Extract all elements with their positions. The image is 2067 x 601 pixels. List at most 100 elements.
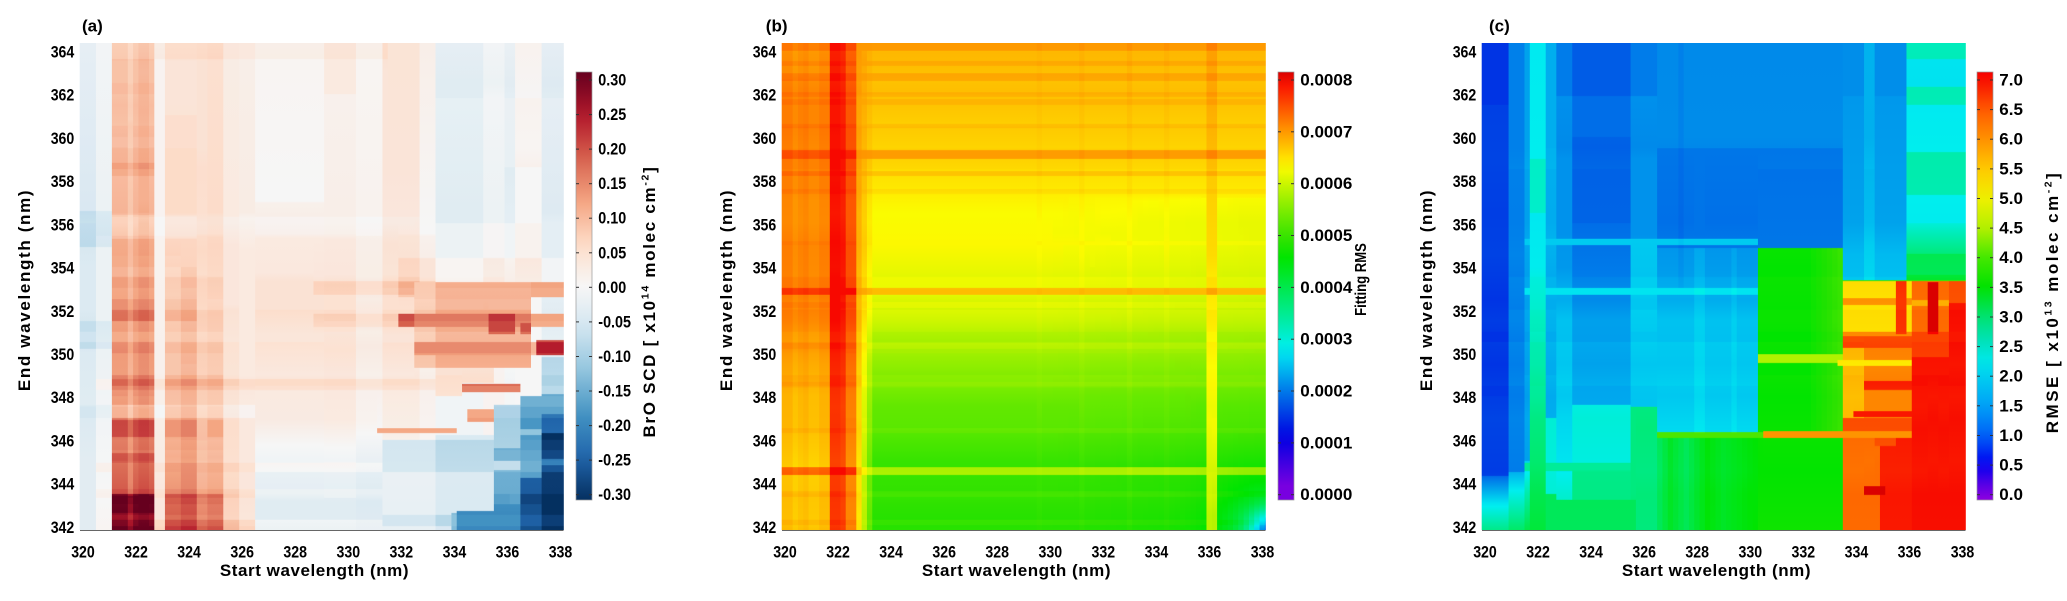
svg-text:7.0: 7.0	[1999, 71, 2023, 90]
svg-text:6.0: 6.0	[1999, 130, 2023, 149]
svg-text:360: 360	[1453, 129, 1477, 148]
svg-text:0.0001: 0.0001	[1300, 433, 1352, 452]
svg-text:356: 356	[51, 215, 75, 234]
svg-text:0.05: 0.05	[598, 244, 626, 262]
svg-text:346: 346	[51, 432, 75, 451]
svg-text:352: 352	[753, 302, 777, 321]
svg-text:342: 342	[51, 518, 75, 537]
svg-text:BrO SCD [ x1014 molec cm-2]: BrO SCD [ x1014 molec cm-2]	[640, 166, 659, 438]
svg-text:322: 322	[1526, 543, 1550, 562]
svg-text:0.0006: 0.0006	[1300, 174, 1352, 193]
svg-text:4.0: 4.0	[1999, 248, 2023, 267]
svg-text:2.5: 2.5	[1999, 337, 2023, 356]
svg-text:362: 362	[51, 86, 75, 105]
svg-text:End wavelength (nm): End wavelength (nm)	[717, 189, 736, 391]
svg-text:4.5: 4.5	[1999, 219, 2023, 238]
svg-text:328: 328	[985, 543, 1009, 562]
svg-text:Start wavelength (nm): Start wavelength (nm)	[922, 561, 1111, 580]
svg-text:342: 342	[1453, 518, 1477, 537]
svg-text:324: 324	[1579, 543, 1603, 562]
svg-text:330: 330	[1739, 543, 1763, 562]
svg-text:336: 336	[1198, 543, 1222, 562]
svg-text:352: 352	[1453, 302, 1477, 321]
svg-text:2.0: 2.0	[1999, 367, 2023, 386]
svg-text:0.0004: 0.0004	[1300, 278, 1353, 297]
svg-text:0.0: 0.0	[1999, 485, 2023, 504]
svg-text:330: 330	[337, 543, 361, 562]
svg-text:332: 332	[1092, 543, 1116, 562]
svg-text:320: 320	[71, 543, 95, 562]
svg-text:334: 334	[1845, 543, 1869, 562]
svg-text:-0.05: -0.05	[598, 313, 631, 331]
svg-text:344: 344	[1453, 475, 1477, 494]
svg-text:End wavelength (nm): End wavelength (nm)	[1417, 189, 1436, 391]
svg-text:356: 356	[1453, 215, 1477, 234]
svg-text:320: 320	[773, 543, 797, 562]
svg-text:0.0008: 0.0008	[1300, 71, 1352, 90]
svg-text:Fitting RMS: Fitting RMS	[1353, 243, 1370, 316]
svg-text:328: 328	[283, 543, 307, 562]
svg-text:354: 354	[753, 259, 777, 278]
svg-text:336: 336	[1898, 543, 1922, 562]
svg-text:348: 348	[753, 388, 777, 407]
svg-text:350: 350	[51, 345, 75, 364]
svg-text:350: 350	[753, 345, 777, 364]
svg-text:326: 326	[230, 543, 254, 562]
svg-text:0.30: 0.30	[598, 72, 626, 90]
svg-text:334: 334	[443, 543, 467, 562]
svg-text:326: 326	[932, 543, 956, 562]
svg-text:RMSE [ x1013 molec cm-2]: RMSE [ x1013 molec cm-2]	[2043, 171, 2062, 433]
svg-text:Start wavelength (nm): Start wavelength (nm)	[220, 561, 409, 580]
svg-text:320: 320	[1473, 543, 1497, 562]
svg-text:5.5: 5.5	[1999, 159, 2023, 178]
svg-text:354: 354	[1453, 259, 1477, 278]
svg-text:0.0003: 0.0003	[1300, 330, 1352, 349]
svg-text:1.0: 1.0	[1999, 426, 2023, 445]
svg-text:362: 362	[753, 86, 777, 105]
svg-text:1.5: 1.5	[1999, 396, 2023, 415]
svg-text:3.5: 3.5	[1999, 278, 2023, 297]
svg-text:358: 358	[51, 172, 75, 191]
svg-text:Start wavelength (nm): Start wavelength (nm)	[1622, 561, 1811, 580]
svg-text:3.0: 3.0	[1999, 308, 2023, 327]
svg-text:360: 360	[753, 129, 777, 148]
svg-text:(b): (b)	[766, 17, 788, 36]
svg-text:332: 332	[1792, 543, 1816, 562]
svg-text:350: 350	[1453, 345, 1477, 364]
svg-text:0.25: 0.25	[598, 106, 626, 124]
svg-text:0.0002: 0.0002	[1300, 382, 1352, 401]
svg-text:328: 328	[1685, 543, 1709, 562]
svg-text:0.00: 0.00	[598, 279, 626, 297]
svg-text:0.20: 0.20	[598, 141, 626, 159]
svg-text:346: 346	[753, 432, 777, 451]
svg-text:0.0005: 0.0005	[1300, 226, 1352, 245]
svg-text:324: 324	[879, 543, 903, 562]
svg-text:358: 358	[753, 172, 777, 191]
svg-text:344: 344	[51, 475, 75, 494]
svg-text:6.5: 6.5	[1999, 100, 2023, 119]
svg-text:342: 342	[753, 518, 777, 537]
svg-text:364: 364	[51, 43, 75, 62]
svg-text:0.10: 0.10	[598, 210, 626, 228]
svg-text:-0.10: -0.10	[598, 348, 631, 366]
svg-text:346: 346	[1453, 432, 1477, 451]
svg-text:332: 332	[390, 543, 414, 562]
svg-text:322: 322	[826, 543, 850, 562]
svg-text:362: 362	[1453, 86, 1477, 105]
svg-text:0.0000: 0.0000	[1300, 485, 1352, 504]
svg-text:360: 360	[51, 129, 75, 148]
svg-text:-0.15: -0.15	[598, 383, 631, 401]
svg-text:352: 352	[51, 302, 75, 321]
svg-text:324: 324	[177, 543, 201, 562]
svg-text:(c): (c)	[1489, 17, 1510, 36]
svg-text:338: 338	[1951, 543, 1975, 562]
svg-text:0.5: 0.5	[1999, 456, 2023, 475]
svg-text:358: 358	[1453, 172, 1477, 191]
svg-text:336: 336	[496, 543, 520, 562]
svg-text:338: 338	[549, 543, 573, 562]
svg-text:0.15: 0.15	[598, 175, 626, 193]
svg-text:5.0: 5.0	[1999, 189, 2023, 208]
svg-text:0.0007: 0.0007	[1300, 122, 1352, 141]
svg-text:334: 334	[1145, 543, 1169, 562]
svg-text:(a): (a)	[82, 17, 103, 36]
